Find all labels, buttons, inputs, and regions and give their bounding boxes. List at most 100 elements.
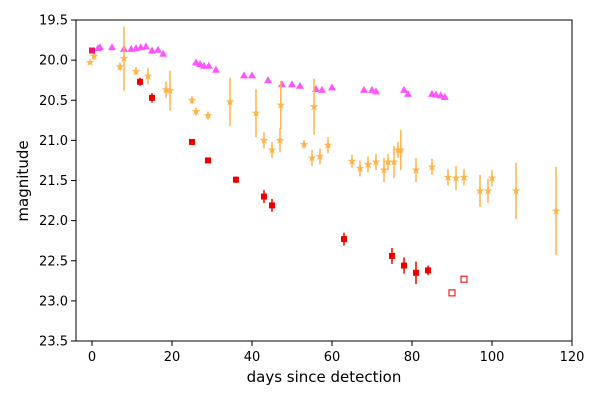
data-point [248,71,256,79]
data-point [363,159,373,169]
x-axis-label: days since detection [247,368,402,386]
plot-frame [75,19,573,342]
data-point [108,43,116,51]
data-point [396,145,406,154]
x-tick-label: 100 [480,350,505,365]
data-point [401,262,407,269]
data-point [288,80,296,88]
data-point [341,236,347,243]
x-tick-label: 120 [560,350,585,365]
x-tick-label: 60 [324,350,341,365]
data-point [269,202,275,209]
data-point [511,186,521,195]
data-point [259,135,269,145]
axis-ticks: 0 20 40 60 80 100 120 19.5 20.0 20.5 21.0 21.5 22.0 2… [39,14,584,366]
data-point [404,89,412,97]
data-point [427,162,437,171]
x-tick-label: 80 [404,350,421,365]
data-point [299,139,309,149]
data-point [460,275,468,283]
y-axis-label: magnitude [14,140,32,221]
data-marks [85,26,561,297]
data-point [443,172,453,181]
data-point [318,85,326,93]
data-point [233,176,239,183]
data-point [323,140,333,149]
data-point [411,165,421,174]
data-point [379,165,389,174]
data-point [251,108,261,117]
data-point [267,145,277,154]
data-point [191,106,201,116]
data-point [372,87,380,95]
data-point [413,269,419,276]
data-point [137,78,143,85]
y-tick-label: 23.5 [39,335,68,350]
data-point [115,62,125,71]
data-point [225,97,235,106]
x-tick-label: 0 [88,350,96,365]
data-point [475,186,485,195]
data-point [204,61,213,69]
series-triangle [94,42,449,101]
x-tick-label: 20 [164,350,181,365]
data-point [483,186,493,195]
data-point [347,156,357,165]
data-point [203,111,213,120]
data-point [440,93,449,101]
series-star [85,26,561,256]
data-point [159,49,168,57]
data-point [212,65,220,73]
data-point [459,172,469,181]
data-point [389,252,395,259]
y-tick-label: 23.0 [39,294,68,309]
data-point [119,54,129,63]
data-point [400,85,408,93]
y-tick-label: 19.5 [39,14,68,29]
data-point [154,45,162,53]
data-point [165,86,175,95]
data-point [389,157,399,166]
data-point [360,85,368,93]
data-point [205,157,211,164]
data-point [275,135,285,145]
series-square [89,47,431,285]
data-point [276,100,286,109]
data-point [148,46,156,54]
data-point [448,289,456,297]
y-tick-label: 20.0 [39,54,68,69]
data-point [85,58,95,67]
data-point [296,81,304,89]
data-point [551,206,561,215]
data-point [89,51,99,60]
series-square-open [448,275,468,297]
y-tick-label: 21.5 [39,174,68,189]
y-tick-label: 22.0 [39,214,68,229]
data-point [89,47,95,54]
data-point [383,157,393,166]
data-point [371,157,381,166]
data-point [309,102,319,111]
data-point [96,43,104,51]
data-point [328,83,336,91]
y-tick-label: 20.5 [39,94,68,109]
data-point [315,151,325,161]
data-point [131,66,141,75]
data-point [189,138,195,145]
data-point [355,163,365,173]
y-tick-label: 22.5 [39,254,68,269]
x-tick-label: 40 [244,350,261,365]
data-point [307,153,317,162]
data-point [425,267,431,274]
data-point [142,42,150,50]
data-point [261,193,267,200]
plot-background [76,20,572,341]
data-point [240,71,248,79]
data-point [143,71,153,80]
y-tick-label: 21.0 [39,134,68,149]
data-point [487,173,497,182]
data-point [278,80,286,88]
data-point [432,90,440,98]
